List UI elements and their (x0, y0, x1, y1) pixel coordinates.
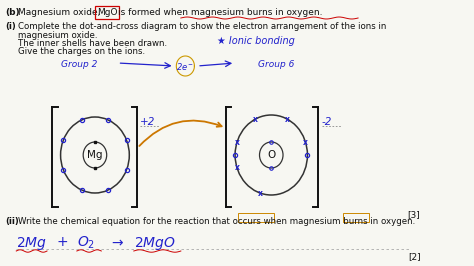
Text: x: x (235, 163, 239, 172)
Text: $2Mg$: $2Mg$ (16, 235, 47, 252)
Text: The inner shells have been drawn.: The inner shells have been drawn. (18, 39, 167, 48)
Text: [3]: [3] (408, 210, 420, 219)
Text: Group 2: Group 2 (62, 60, 98, 69)
Text: Write the chemical equation for the reaction that occurs when magnesium burns in: Write the chemical equation for the reac… (18, 217, 415, 226)
Text: MgO: MgO (97, 8, 117, 17)
Text: Magnesium oxide,: Magnesium oxide, (18, 8, 100, 17)
Text: [2]: [2] (408, 252, 420, 261)
Text: is formed when magnesium burns in oxygen.: is formed when magnesium burns in oxygen… (118, 8, 323, 17)
Text: (b): (b) (5, 8, 20, 17)
Text: Mg: Mg (87, 150, 103, 160)
Text: (ii): (ii) (5, 217, 19, 226)
Text: x: x (253, 115, 257, 124)
Text: Give the charges on the ions.: Give the charges on the ions. (18, 47, 145, 56)
FancyArrowPatch shape (139, 120, 221, 146)
Text: x: x (303, 138, 308, 147)
Text: magnesium oxide.: magnesium oxide. (18, 31, 98, 40)
Text: -2: -2 (322, 117, 332, 127)
Text: $\rightarrow$: $\rightarrow$ (109, 235, 124, 249)
Text: Group 6: Group 6 (258, 60, 294, 69)
Text: O: O (267, 150, 275, 160)
Text: x: x (258, 189, 263, 198)
Text: $2MgO$: $2MgO$ (134, 235, 176, 252)
Text: x: x (285, 115, 290, 124)
Text: 2e$^-$: 2e$^-$ (176, 60, 194, 72)
Text: ★ Ionic bonding: ★ Ionic bonding (217, 36, 295, 46)
Text: x: x (235, 138, 239, 147)
Text: +2: +2 (140, 117, 155, 127)
Text: (i): (i) (5, 22, 16, 31)
Text: $O_2$: $O_2$ (77, 235, 95, 251)
Text: Complete the dot-and-cross diagram to show the electron arrangement of the ions : Complete the dot-and-cross diagram to sh… (18, 22, 386, 31)
Text: $+$: $+$ (56, 235, 68, 249)
